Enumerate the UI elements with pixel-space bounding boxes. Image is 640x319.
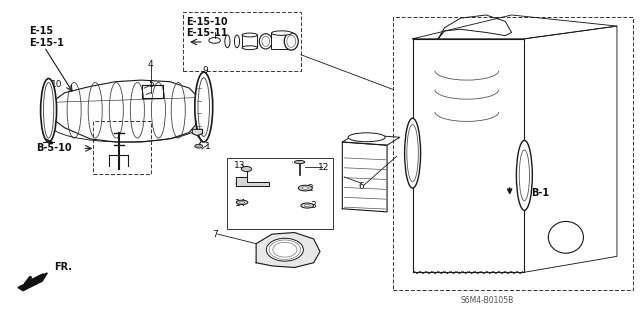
Circle shape	[241, 167, 252, 172]
Polygon shape	[192, 129, 202, 136]
Ellipse shape	[284, 33, 298, 50]
Ellipse shape	[266, 238, 303, 261]
Bar	[394, 17, 633, 290]
Ellipse shape	[242, 33, 257, 37]
Circle shape	[209, 38, 220, 43]
Ellipse shape	[294, 160, 305, 164]
Ellipse shape	[404, 118, 420, 188]
Text: S6M4-B0105B: S6M4-B0105B	[461, 296, 514, 305]
Ellipse shape	[40, 78, 56, 142]
Text: 11: 11	[199, 128, 211, 137]
Ellipse shape	[348, 133, 385, 142]
Text: 4: 4	[148, 60, 154, 69]
Bar	[93, 122, 151, 174]
Ellipse shape	[225, 35, 230, 48]
Ellipse shape	[519, 150, 529, 201]
Text: 7: 7	[212, 230, 218, 239]
Circle shape	[195, 144, 202, 148]
Ellipse shape	[262, 36, 269, 47]
Text: B-1: B-1	[531, 188, 549, 198]
Text: 5: 5	[148, 80, 154, 89]
Text: E-15-10
E-15-11: E-15-10 E-15-11	[186, 17, 227, 39]
Ellipse shape	[198, 78, 209, 137]
Ellipse shape	[301, 203, 314, 208]
Ellipse shape	[259, 34, 272, 49]
Ellipse shape	[234, 35, 239, 48]
Ellipse shape	[195, 72, 212, 142]
Ellipse shape	[407, 124, 419, 182]
Text: 9: 9	[202, 66, 208, 75]
Ellipse shape	[287, 35, 296, 48]
Text: 1: 1	[205, 142, 211, 151]
Text: 14: 14	[234, 199, 246, 208]
Text: 8: 8	[234, 179, 240, 188]
Ellipse shape	[242, 46, 257, 50]
Bar	[242, 35, 257, 48]
Bar	[182, 12, 301, 70]
Text: 13: 13	[234, 161, 246, 170]
Ellipse shape	[236, 200, 248, 204]
Polygon shape	[236, 177, 269, 187]
Bar	[271, 33, 292, 49]
Text: 2: 2	[308, 184, 313, 193]
Ellipse shape	[271, 31, 292, 35]
Ellipse shape	[305, 204, 310, 207]
Text: 3: 3	[311, 201, 317, 210]
Bar	[227, 158, 333, 229]
Ellipse shape	[516, 140, 532, 210]
Polygon shape	[18, 273, 47, 291]
Ellipse shape	[298, 185, 312, 191]
Text: 12: 12	[317, 163, 329, 172]
Ellipse shape	[302, 187, 308, 189]
Text: 10: 10	[51, 80, 63, 89]
Polygon shape	[256, 233, 320, 268]
Ellipse shape	[548, 221, 584, 253]
Text: E-15
E-15-1: E-15 E-15-1	[29, 26, 64, 48]
Ellipse shape	[44, 83, 54, 138]
Text: FR.: FR.	[54, 262, 72, 271]
Text: 6: 6	[358, 182, 364, 191]
Ellipse shape	[239, 201, 244, 203]
Text: B-5-10: B-5-10	[36, 143, 72, 153]
